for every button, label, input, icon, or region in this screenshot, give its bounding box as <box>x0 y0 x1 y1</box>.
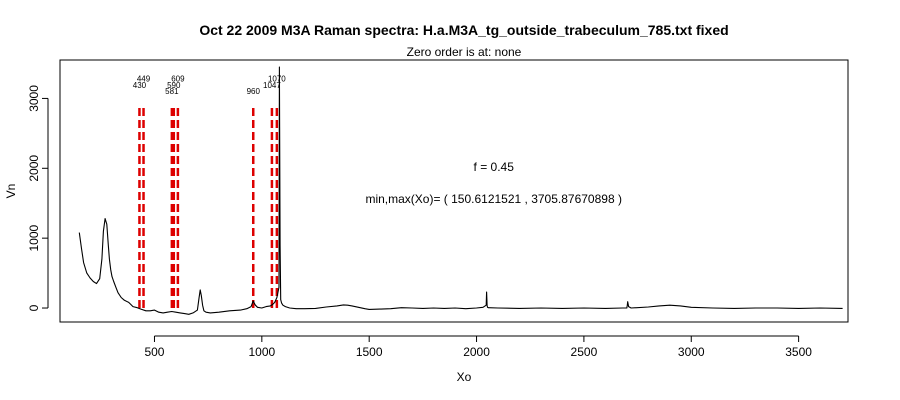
peak-marker-label: 960 <box>247 87 261 96</box>
peak-marker-label: 609 <box>171 75 185 84</box>
y-axis-label: Vn <box>4 184 18 199</box>
plot-frame <box>59 59 849 323</box>
x-axis-label: Xo <box>457 370 472 384</box>
peak-marker-label: 1047 <box>263 81 281 90</box>
x-tick-label: 1000 <box>248 345 275 359</box>
x-tick-label: 2500 <box>571 345 598 359</box>
x-tick-label: 500 <box>144 345 164 359</box>
y-tick-label: 1000 <box>27 224 41 251</box>
x-tick-label: 2000 <box>463 345 490 359</box>
peak-marker-label: 590 <box>167 81 181 90</box>
annotation-text: f = 0.45 <box>474 160 515 174</box>
y-tick-label: 0 <box>27 304 41 311</box>
peak-marker-label: 430 <box>133 81 147 90</box>
x-tick-label: 3000 <box>678 345 705 359</box>
chart-title: Oct 22 2009 M3A Raman spectra: H.a.M3A_t… <box>199 22 728 38</box>
spectrum-series <box>78 66 843 315</box>
peak-marker-label: 449 <box>137 75 151 84</box>
peak-marker-label: 581 <box>165 87 179 96</box>
x-tick-label: 3500 <box>785 345 812 359</box>
y-tick-label: 2000 <box>27 155 41 182</box>
annotation-text: min,max(Xo)= ( 150.6121521 , 3705.876708… <box>365 192 622 206</box>
y-tick-label: 3000 <box>27 85 41 112</box>
spectrum-line <box>78 66 843 315</box>
chart-subtitle: Zero order is at: none <box>407 45 522 59</box>
y-axis: 0 1000 2000 3000 <box>27 85 49 311</box>
x-axis: 500 1000 1500 2000 2500 3000 3500 <box>144 335 812 359</box>
peak-marker-label: 1070 <box>268 75 286 84</box>
x-tick-label: 1500 <box>356 345 383 359</box>
annotations: f = 0.45 min,max(Xo)= ( 150.6121521 , 370… <box>365 160 622 206</box>
